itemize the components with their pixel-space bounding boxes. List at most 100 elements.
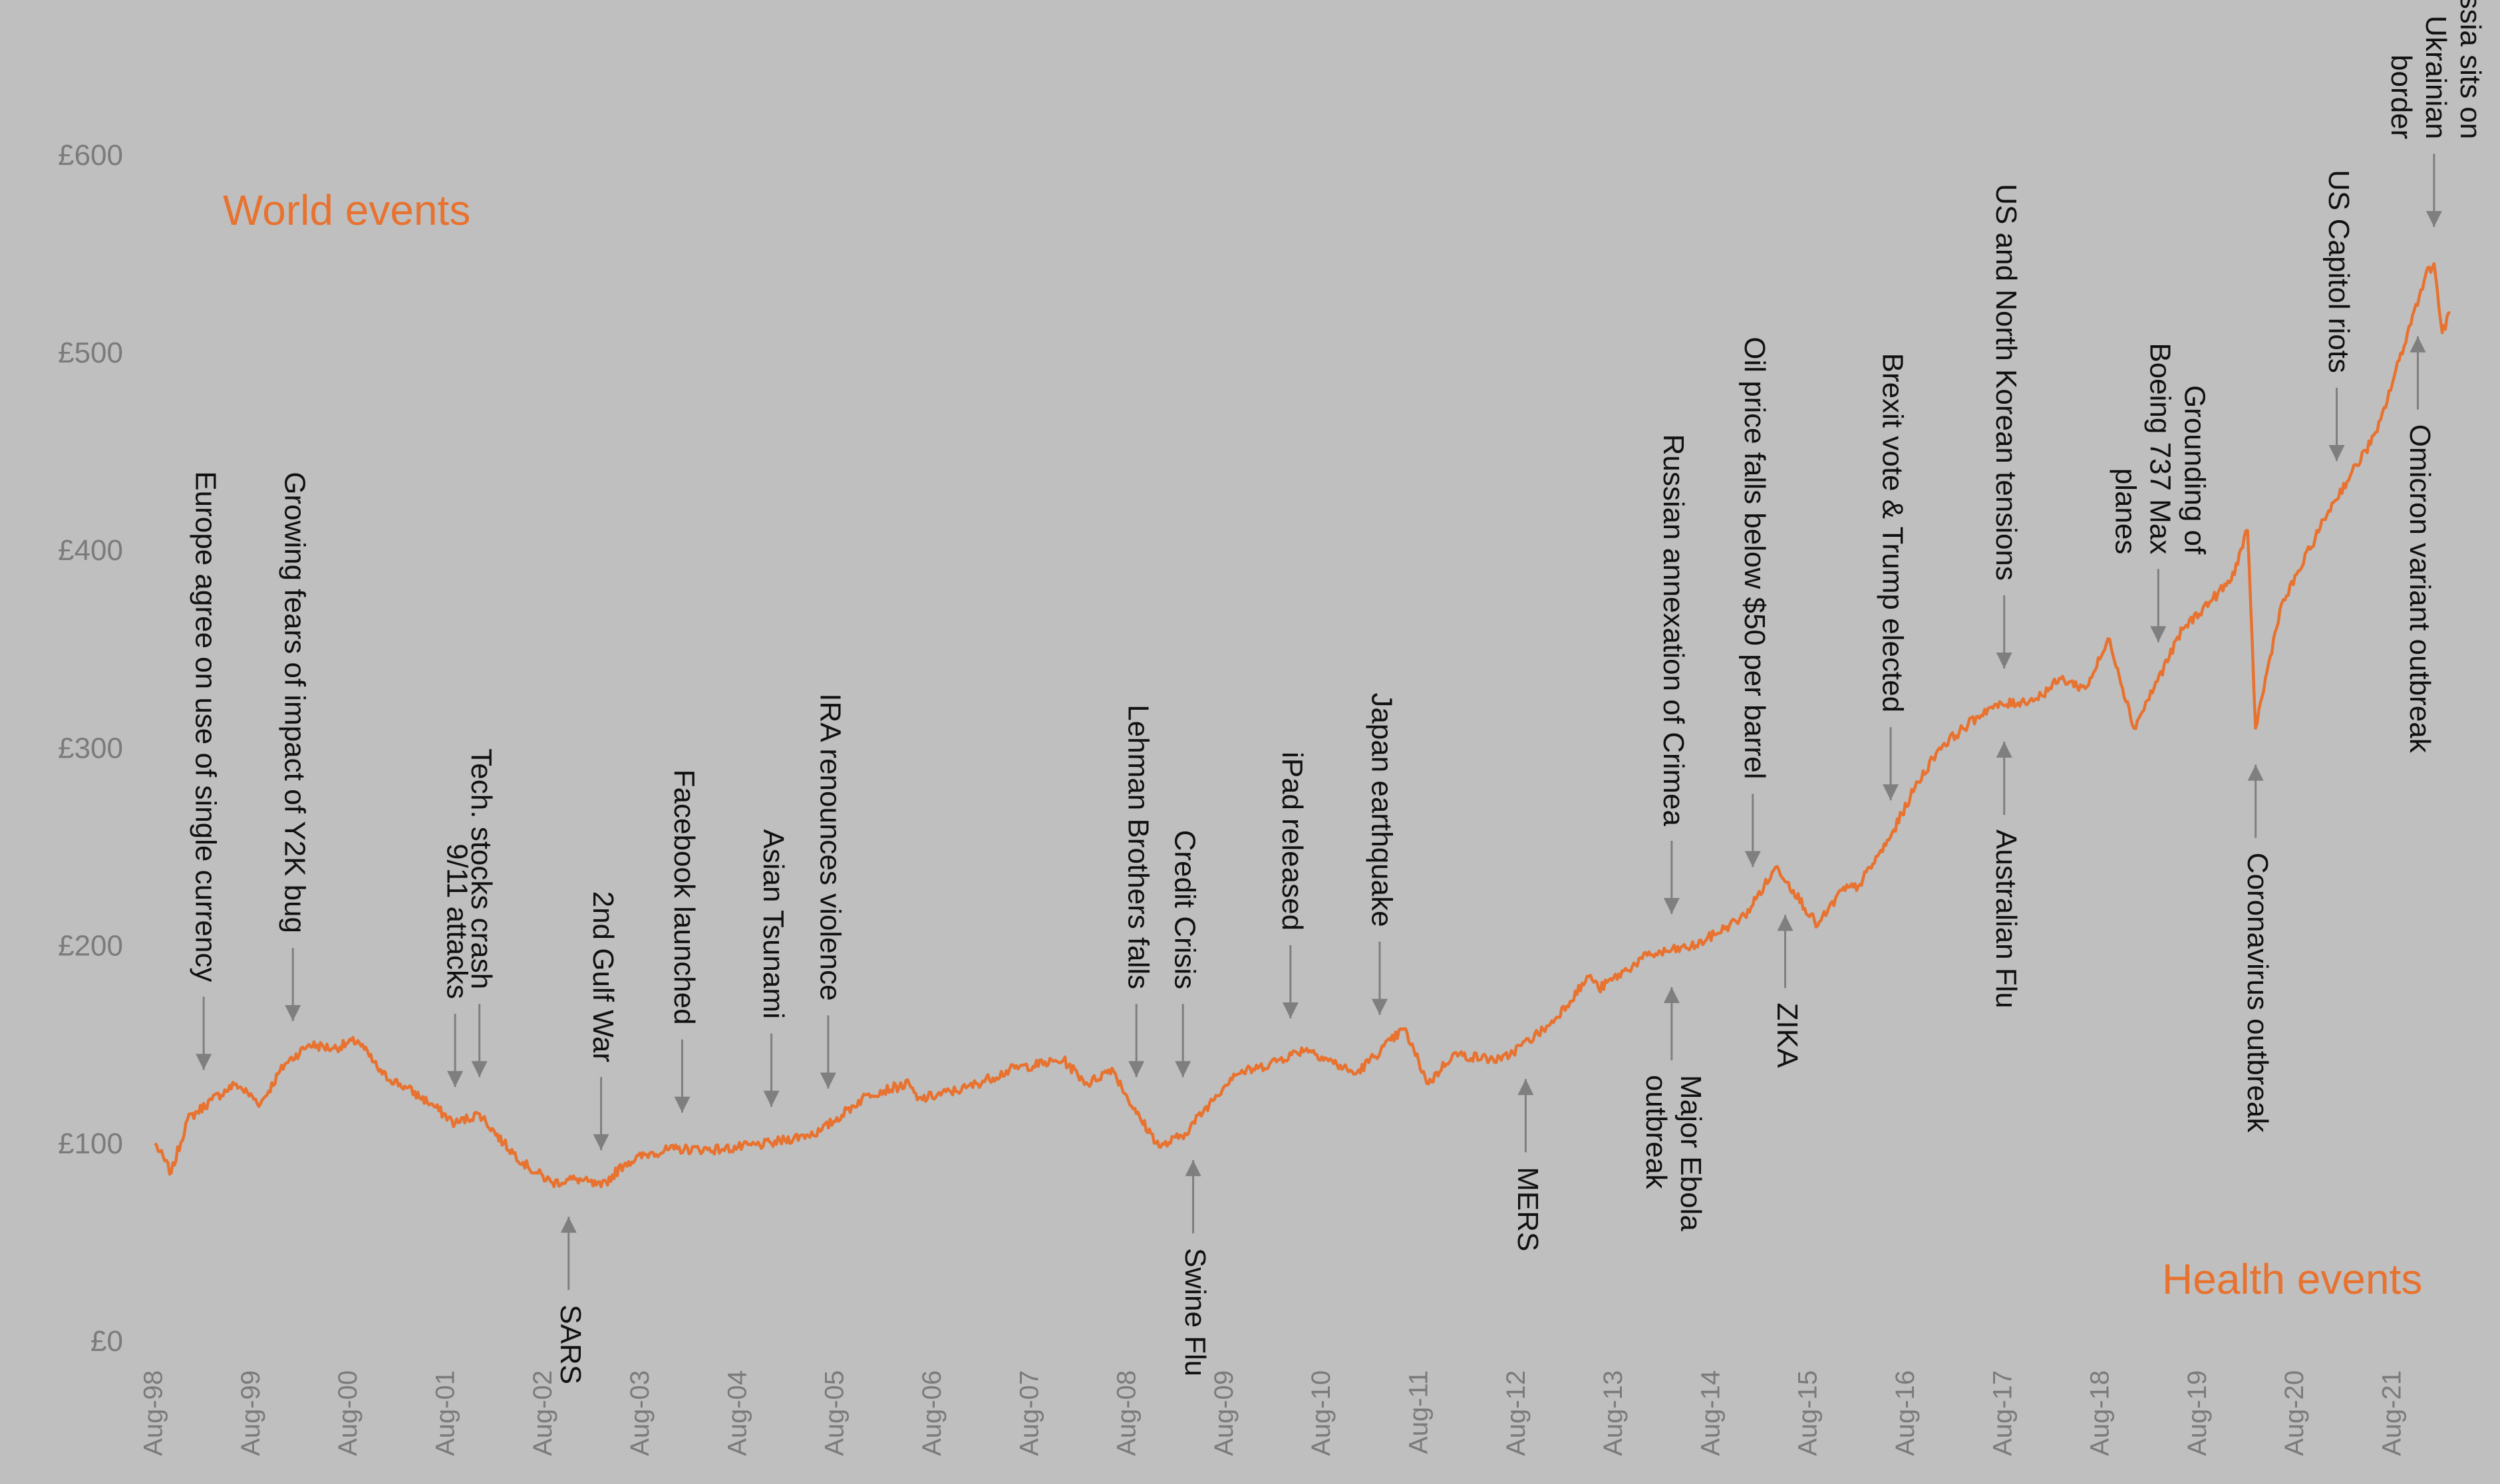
- event-label: SARS: [554, 1304, 587, 1384]
- x-tick-label: Aug-00: [333, 1370, 363, 1456]
- arrow-head: [1517, 1079, 1534, 1096]
- arrow-head: [1996, 653, 2012, 669]
- arrow-head: [1663, 987, 1680, 1004]
- world-event-arrow: [763, 1033, 780, 1107]
- health-event-arrow: [2247, 764, 2264, 838]
- event-label: Ukrainian: [2420, 15, 2452, 139]
- event-labels: Europe agree on use of single currency Gr…: [190, 0, 2487, 1384]
- x-tick-label: Aug-05: [820, 1370, 850, 1456]
- event-label: Boeing 737 Max: [2144, 343, 2177, 554]
- y-tick-label: £600: [58, 139, 123, 172]
- world-event-arrow: [285, 948, 301, 1022]
- x-tick-label: Aug-98: [139, 1370, 168, 1456]
- event-label: Oil price falls below $50 per barrel: [1738, 337, 1771, 779]
- event-label: Europe agree on use of single currency: [190, 471, 222, 982]
- event-label: Japan earthquake: [1365, 692, 1398, 927]
- event-label: IRA renounces violence: [814, 693, 846, 1000]
- x-tick-label: Aug-19: [2183, 1370, 2212, 1456]
- y-tick-label: £500: [58, 337, 123, 369]
- event-label: ZIKA: [1771, 1003, 1803, 1068]
- event-label: Grounding of: [2179, 385, 2211, 555]
- world-event-arrow: [2425, 154, 2442, 227]
- event-label: planes: [2109, 468, 2142, 555]
- event-label: Omicron variant outbreak: [2404, 424, 2436, 754]
- arrow-head: [471, 1061, 488, 1078]
- event-label: Growing fears of impact of Y2K bug: [279, 472, 311, 933]
- x-tick-label: Aug-09: [1209, 1370, 1239, 1456]
- event-label: US and North Korean tensions: [1990, 184, 2022, 581]
- x-tick-label: Aug-04: [722, 1370, 752, 1456]
- arrow-head: [1883, 784, 1899, 801]
- world-event-arrow: [593, 1077, 609, 1151]
- arrow-head: [2328, 444, 2345, 461]
- world-events-label: World events: [223, 186, 470, 234]
- event-arrows: [196, 154, 2442, 1290]
- event-label: Swine Flu: [1179, 1248, 1211, 1376]
- event-label: 9/11 attacks: [440, 843, 473, 999]
- x-tick-label: Aug-16: [1891, 1370, 1920, 1456]
- y-tick-label: £300: [58, 732, 123, 764]
- health-event-arrow: [1517, 1079, 1534, 1153]
- arrow-head: [196, 1054, 212, 1070]
- x-tick-label: Aug-03: [625, 1370, 655, 1456]
- world-event-arrow: [196, 996, 212, 1070]
- world-event-arrow: [1282, 945, 1299, 1019]
- arrow-head: [2410, 336, 2426, 353]
- x-tick-label: Aug-13: [1599, 1370, 1628, 1456]
- health-event-arrow: [560, 1217, 577, 1290]
- y-axis: £0 £100 £200 £300 £400 £500 £600: [58, 139, 123, 1358]
- x-tick-label: Aug-02: [528, 1370, 557, 1456]
- world-event-arrow: [1996, 595, 2012, 669]
- world-event-arrow: [1744, 794, 1761, 867]
- world-event-arrow: [471, 1004, 488, 1078]
- event-label: border: [2385, 55, 2418, 139]
- health-event-arrow: [1777, 915, 1794, 988]
- event-label: Lehman Brothers falls: [1122, 704, 1155, 989]
- health-events-label: Health events: [2162, 1255, 2422, 1303]
- x-tick-label: Aug-14: [1696, 1370, 1725, 1456]
- y-tick-label: £100: [58, 1127, 123, 1160]
- x-tick-label: Aug-12: [1501, 1370, 1531, 1456]
- event-label: Russia sits on: [2454, 0, 2487, 139]
- event-label: Russian annexation of Crimea: [1657, 434, 1690, 827]
- arrow-head: [447, 1071, 464, 1088]
- arrow-head: [1185, 1160, 1201, 1177]
- x-tick-label: Aug-15: [1794, 1370, 1823, 1456]
- world-event-arrow: [2328, 387, 2345, 461]
- event-label: Facebook launched: [668, 770, 701, 1025]
- world-event-arrow: [674, 1039, 691, 1113]
- event-label: US Capitol riots: [2322, 170, 2355, 373]
- arrow-head: [593, 1134, 609, 1151]
- world-event-arrow: [1128, 1004, 1145, 1078]
- arrow-head: [2425, 211, 2442, 227]
- arrow-head: [820, 1072, 836, 1089]
- event-label: 2nd Gulf War: [587, 891, 619, 1063]
- health-event-arrow: [1185, 1160, 1201, 1234]
- x-tick-label: Aug-17: [1988, 1370, 2017, 1456]
- arrow-head: [1371, 998, 1388, 1015]
- arrow-head: [674, 1096, 691, 1113]
- event-label: Major Ebola: [1674, 1075, 1707, 1231]
- x-tick-label: Aug-18: [2086, 1370, 2115, 1456]
- x-tick-label: Aug-08: [1112, 1370, 1142, 1456]
- arrow-head: [1777, 915, 1794, 931]
- world-event-arrow: [447, 1014, 464, 1088]
- event-label: Asian Tsunami: [757, 829, 790, 1018]
- arrow-head: [285, 1005, 301, 1022]
- x-tick-label: Aug-01: [430, 1370, 460, 1456]
- world-event-arrow: [820, 1015, 836, 1089]
- x-tick-label: Aug-20: [2280, 1370, 2309, 1456]
- event-label: outbreak: [1640, 1075, 1672, 1189]
- event-label: Coronavirus outbreak: [2241, 853, 2274, 1133]
- arrow-head: [1128, 1061, 1145, 1078]
- event-label: MERS: [1511, 1167, 1544, 1251]
- series-line: [154, 262, 2451, 1189]
- arrow-head: [2150, 626, 2167, 643]
- arrow-head: [1663, 898, 1680, 915]
- arrow-head: [1282, 1002, 1299, 1019]
- event-label: Australian Flu: [1990, 829, 2022, 1008]
- arrow-head: [1744, 851, 1761, 867]
- y-tick-label: £400: [58, 534, 123, 567]
- world-event-arrow: [1663, 841, 1680, 915]
- x-tick-label: Aug-21: [2377, 1370, 2406, 1456]
